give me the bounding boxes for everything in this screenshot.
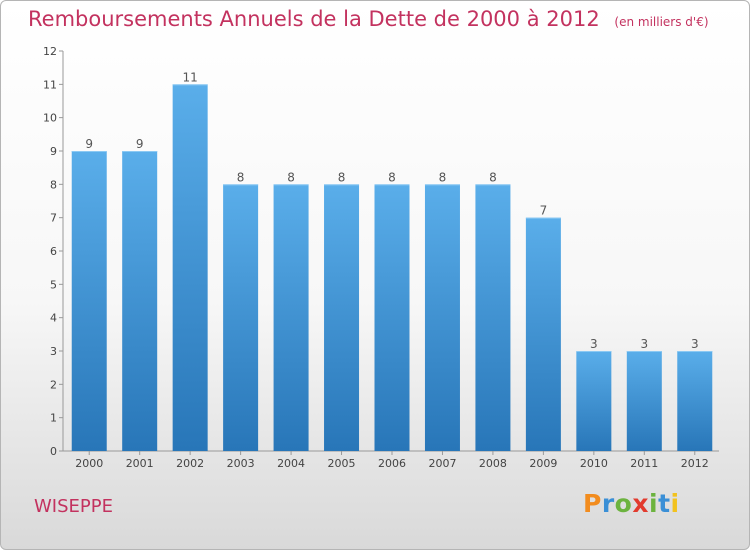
- chart-subtitle: (en milliers d'€): [614, 15, 709, 29]
- y-tick-label: 0: [50, 445, 57, 458]
- value-label-2009: 7: [540, 204, 548, 218]
- x-tick-label-2002: 2002: [176, 457, 204, 470]
- proxiti-logo: Proxiti: [583, 489, 680, 518]
- x-tick-label-2004: 2004: [277, 457, 305, 470]
- bar-2002: [172, 84, 208, 451]
- logo-letter: r: [601, 489, 615, 518]
- x-tick-label-2003: 2003: [227, 457, 255, 470]
- bar-2010: [576, 351, 612, 451]
- x-tick-label-2009: 2009: [529, 457, 557, 470]
- chart-bars: [71, 84, 713, 452]
- logo-letter: t: [658, 489, 671, 518]
- x-tick-label-2008: 2008: [479, 457, 507, 470]
- y-tick-label: 6: [50, 245, 57, 258]
- y-tick-label: 8: [50, 178, 57, 191]
- bar-2006: [374, 184, 410, 452]
- bar-2000: [71, 151, 107, 451]
- x-tick-label-2006: 2006: [378, 457, 406, 470]
- x-tick-label-2005: 2005: [328, 457, 356, 470]
- value-label-2007: 8: [439, 170, 447, 184]
- x-tick-label-2012: 2012: [681, 457, 709, 470]
- bar-2011: [626, 351, 662, 451]
- value-label-2011: 3: [640, 337, 648, 351]
- value-label-2010: 3: [590, 337, 598, 351]
- chart-title: Remboursements Annuels de la Dette de 20…: [28, 7, 709, 31]
- y-tick-label: 12: [43, 45, 57, 58]
- y-tick-label: 11: [43, 78, 57, 91]
- bar-2009: [525, 217, 561, 451]
- value-label-2002: 11: [183, 70, 198, 84]
- y-tick-label: 5: [50, 278, 57, 291]
- y-tick-label: 3: [50, 345, 57, 358]
- value-label-2005: 8: [338, 170, 346, 184]
- y-tick-label: 10: [43, 112, 57, 125]
- logo-letter: i: [670, 489, 680, 518]
- place-name: WISEPPE: [34, 496, 113, 517]
- bar-2007: [424, 184, 460, 452]
- chart-title-text: Remboursements Annuels de la Dette de 20…: [28, 7, 600, 31]
- bar-2004: [273, 184, 309, 452]
- y-tick-label: 4: [50, 312, 57, 325]
- x-tick-label-2007: 2007: [428, 457, 456, 470]
- y-tick-label: 1: [50, 412, 57, 425]
- y-tick-label: 7: [50, 212, 57, 225]
- x-tick-label-2001: 2001: [126, 457, 154, 470]
- logo-letter: P: [583, 489, 602, 518]
- logo-letter: o: [614, 489, 633, 518]
- value-label-2001: 9: [136, 137, 144, 151]
- logo-letter: x: [632, 489, 649, 518]
- chart-labels: 9 2000 9 2001 11 2002 8 2003 8 2004 8 2005 8 2006 8 200…: [75, 70, 709, 470]
- logo-letter: i: [649, 489, 659, 518]
- value-label-2000: 9: [85, 137, 93, 151]
- value-label-2003: 8: [237, 170, 245, 184]
- bar-2003: [223, 184, 259, 452]
- x-tick-label-2010: 2010: [580, 457, 608, 470]
- value-label-2012: 3: [691, 337, 699, 351]
- x-tick-label-2011: 2011: [630, 457, 658, 470]
- y-tick-label: 2: [50, 378, 57, 391]
- bar-2005: [324, 184, 360, 452]
- value-label-2006: 8: [388, 170, 396, 184]
- x-tick-label-2000: 2000: [75, 457, 103, 470]
- value-label-2008: 8: [489, 170, 497, 184]
- y-tick-label: 9: [50, 145, 57, 158]
- bar-2012: [677, 351, 713, 451]
- value-label-2004: 8: [287, 170, 295, 184]
- bar-2008: [475, 184, 511, 452]
- bar-2001: [122, 151, 158, 451]
